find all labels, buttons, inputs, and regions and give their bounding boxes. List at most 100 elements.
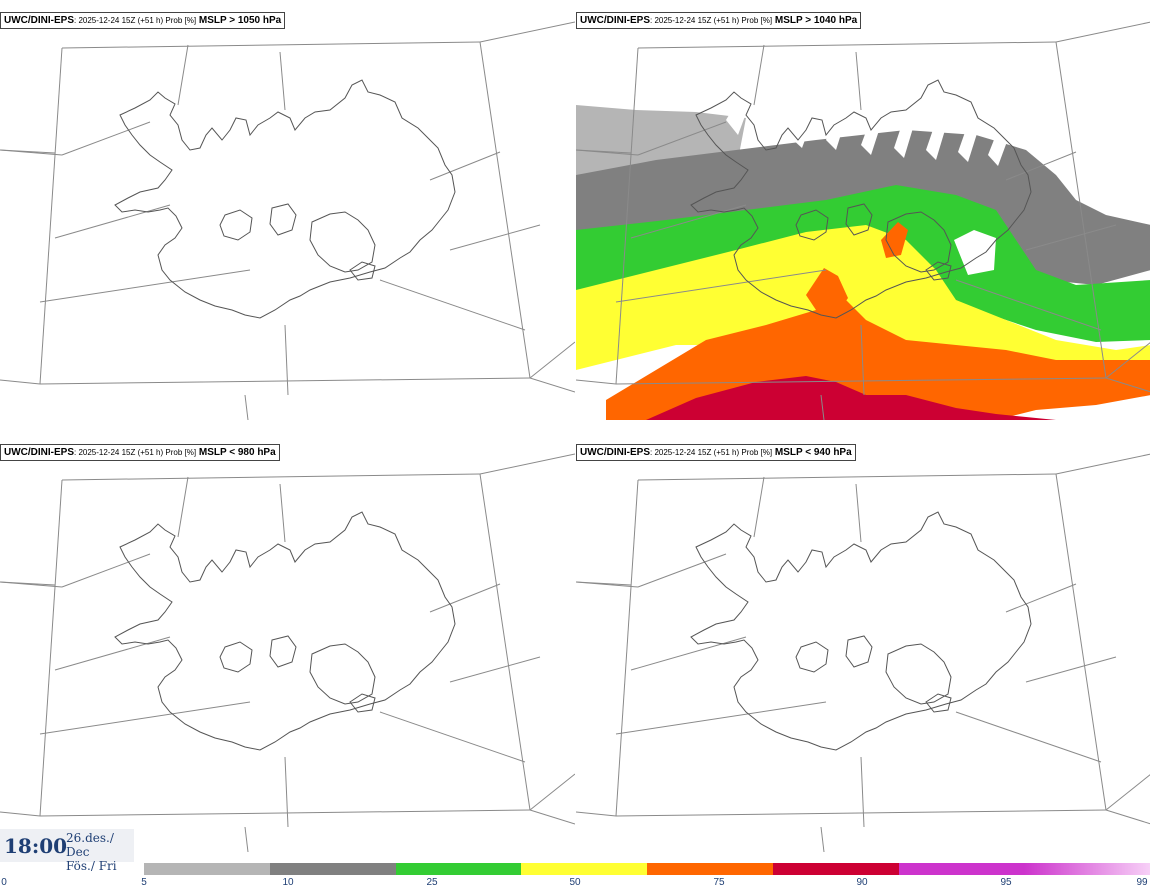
zero-prob-streak — [726, 95, 751, 135]
iceland-coastline — [690, 511, 1032, 751]
model-name: UWC/DINI-EPS — [580, 15, 650, 26]
graticule-line — [479, 21, 575, 43]
prob-band-90-95 — [646, 376, 1056, 420]
graticule-line — [479, 473, 531, 811]
colorbar-tick-label: 50 — [569, 877, 581, 888]
glacier-outline — [349, 693, 376, 713]
model-name: UWC/DINI-EPS — [580, 447, 650, 458]
graticule-line — [379, 711, 526, 763]
colorbar-segment — [1024, 863, 1150, 875]
zero-prob-streak — [894, 112, 916, 158]
colorbar-tick-label: 10 — [282, 877, 294, 888]
valid-date: 26.des./ Dec Fös./ Fri — [66, 831, 134, 873]
graticule-line — [529, 377, 575, 393]
parameter-label: MSLP > 1050 hPa — [198, 15, 282, 26]
graticule-line — [1055, 21, 1150, 43]
graticule-line — [615, 479, 639, 817]
graticule-line — [820, 394, 825, 420]
graticule-line — [39, 269, 251, 303]
map-panel-4: UWC/DINI-EPS: 2025-12-24 15Z (+51 h) Pro… — [576, 432, 1150, 852]
graticule-line — [855, 51, 862, 111]
glacier-outline — [219, 209, 253, 241]
glacier-outline — [795, 641, 829, 673]
graticule-line — [39, 701, 251, 735]
graticule-line — [39, 377, 531, 385]
colorbar-tick-label: 0 — [1, 877, 7, 888]
graticule-line — [0, 379, 41, 385]
colorbar-tick-label: 95 — [1000, 877, 1012, 888]
graticule-line — [529, 341, 575, 379]
colorbar-segment — [521, 863, 647, 875]
glacier-outline — [349, 261, 376, 281]
glacier-outline — [309, 211, 376, 273]
iceland-coastline — [114, 79, 456, 319]
graticule-line — [1005, 151, 1077, 181]
glacier-outline — [885, 211, 952, 273]
graticule-line — [955, 279, 1102, 331]
date-line-1: 26.des./ Dec — [66, 831, 114, 859]
graticule-line — [955, 711, 1102, 763]
graticule-line — [860, 756, 865, 828]
graticule-line — [39, 809, 531, 817]
graticule-line — [1005, 583, 1077, 613]
graticule-line — [479, 453, 575, 475]
run-info: : 2025-12-24 15Z (+51 h) Prob [%] — [74, 448, 197, 457]
graticule-line — [576, 811, 617, 817]
graticule-line — [54, 204, 171, 239]
graticule-line — [284, 324, 289, 396]
zero-prob-streak — [761, 100, 784, 140]
colorbar-segment — [772, 863, 899, 875]
graticule-line — [630, 636, 747, 671]
glacier-outline — [885, 643, 952, 705]
graticule-line — [576, 379, 617, 385]
graticule-line — [61, 41, 481, 49]
valid-hour: 18:00 — [4, 834, 68, 858]
panel-title-3: UWC/DINI-EPS: 2025-12-24 15Z (+51 h) Pro… — [0, 444, 280, 461]
colorbar-segment — [898, 863, 1025, 875]
graticule-line — [1025, 224, 1117, 251]
graticule-line — [1105, 774, 1150, 811]
graticule-line — [637, 121, 727, 156]
glacier-outline — [309, 643, 376, 705]
graticule-line — [615, 269, 827, 303]
colorbar-tick-label: 90 — [856, 877, 868, 888]
graticule-line — [576, 581, 632, 586]
panel-title-4: UWC/DINI-EPS: 2025-12-24 15Z (+51 h) Pro… — [576, 444, 856, 461]
graticule-line — [860, 324, 865, 396]
graticule-line — [615, 701, 827, 735]
graticule-line — [177, 44, 189, 106]
zero-prob-streak — [988, 122, 1012, 166]
graticule-line — [1105, 377, 1150, 393]
graticule-line — [0, 149, 56, 154]
graticule-line — [61, 553, 151, 588]
graticule-line — [279, 483, 286, 543]
graticule-line — [39, 47, 63, 385]
graticule-line — [39, 479, 63, 817]
graticule-line — [753, 476, 765, 538]
colorbar-segment — [395, 863, 522, 875]
graticule-line — [637, 473, 1057, 481]
graticule-line — [379, 279, 526, 331]
graticule-line — [244, 826, 249, 852]
zero-prob-streak — [954, 230, 996, 275]
iceland-coastline — [114, 511, 456, 751]
glacier-outline — [925, 261, 952, 281]
graticule-line — [0, 811, 41, 817]
map-svg-4 — [576, 453, 1150, 852]
colorbar-tick-label: 75 — [713, 877, 725, 888]
graticule-line — [1055, 453, 1150, 475]
graticule-line — [615, 47, 639, 385]
colorbar-segment — [647, 863, 773, 875]
graticule-line — [284, 756, 289, 828]
glacier-outline — [845, 203, 873, 236]
graticule-line — [637, 553, 727, 588]
graticule-line — [529, 773, 575, 811]
graticule-line — [244, 394, 249, 420]
graticule-line — [177, 476, 189, 538]
graticule-line — [576, 149, 632, 154]
graticule-line — [1025, 656, 1117, 683]
parameter-label: MSLP < 980 hPa — [198, 447, 276, 458]
parameter-label: MSLP < 940 hPa — [774, 447, 852, 458]
graticule-line — [429, 583, 501, 613]
prob-patch-inland — [806, 268, 848, 312]
